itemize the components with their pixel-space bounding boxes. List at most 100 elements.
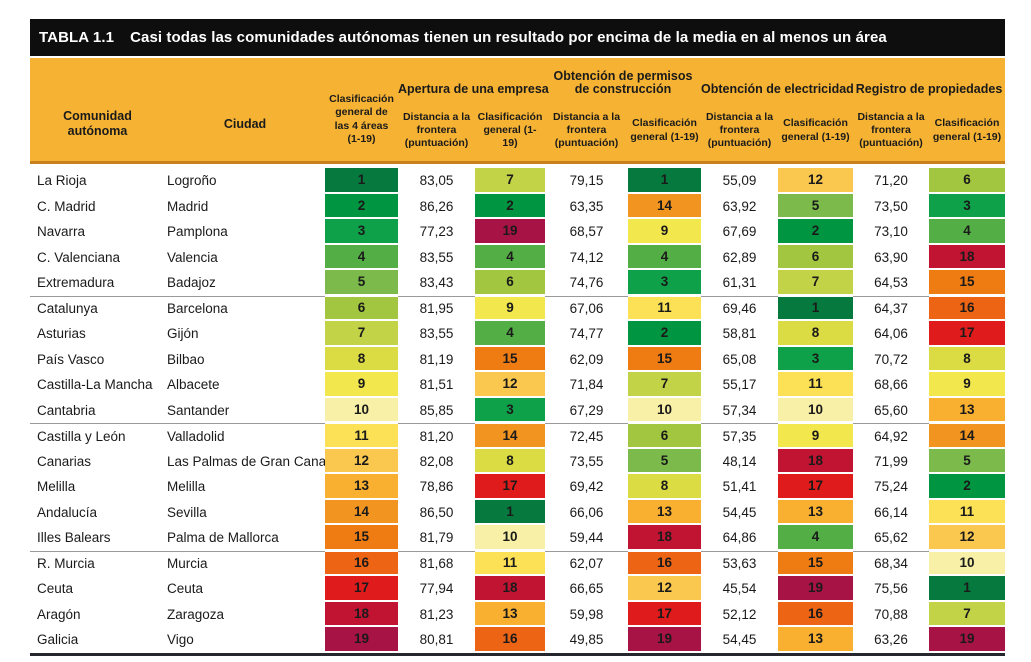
dtf-cell-registro: 64,53 xyxy=(874,275,908,291)
rank-cell-registro: 9 xyxy=(929,372,1005,398)
overall-rank-cell: 18 xyxy=(325,601,398,627)
rank-cell-apertura: 16 xyxy=(475,627,545,653)
subheader-distancia-apertura: Distancia a la frontera (puntuación) xyxy=(402,110,471,150)
city-cell: Zaragoza xyxy=(167,606,225,622)
rank-cell-electricidad: 6 xyxy=(778,244,853,270)
table-row: Canarias Las Palmas de Gran Canaria 12 82,0… xyxy=(30,448,1005,474)
table-row: C. Valenciana Valencia 4 83,55 4 74,12 4 62,89 6… xyxy=(30,244,1005,270)
table-header: Comunidad autónoma Ciudad Clasificación … xyxy=(30,58,1005,164)
dtf-cell-permisos: 59,44 xyxy=(569,530,604,546)
city-cell: Las Palmas de Gran Canaria xyxy=(167,453,325,469)
table-row: País Vasco Bilbao 8 81,19 15 62,09 15 65,08 3 70,… xyxy=(30,346,1005,372)
dtf-cell-apertura: 77,94 xyxy=(419,581,454,597)
table-row: Navarra Pamplona 3 77,23 19 68,57 9 67,69 2 73,10… xyxy=(30,219,1005,245)
rank-cell-registro: 17 xyxy=(929,321,1005,347)
dtf-cell-apertura: 77,23 xyxy=(419,224,454,240)
dtf-cell-registro: 68,34 xyxy=(853,550,929,577)
dtf-cell-permisos: 63,35 xyxy=(569,198,604,214)
group-header-registro-propiedades: Registro de propiedades xyxy=(855,82,1003,97)
overall-rank-cell: 10 xyxy=(325,397,398,423)
overall-rank-cell: 11 xyxy=(325,423,398,449)
rank-cell-permisos: 19 xyxy=(628,627,701,653)
dtf-cell-electricidad: 65,08 xyxy=(722,351,757,367)
dtf-cell-registro: 64,92 xyxy=(853,423,929,449)
city-cell: Pamplona xyxy=(167,224,228,240)
dtf-cell-electricidad: 63,92 xyxy=(722,198,757,214)
col-header-comunidad: Comunidad autónoma xyxy=(63,109,132,138)
table-number: TABLA 1.1 xyxy=(39,29,115,46)
rank-cell-permisos: 12 xyxy=(628,576,701,602)
table-row: R. Murcia Murcia 16 81,68 11 62,07 16 53,63 15 68… xyxy=(30,550,1005,577)
dtf-cell-permisos: 49,85 xyxy=(569,632,604,648)
rank-cell-electricidad: 2 xyxy=(778,219,853,245)
rank-cell-electricidad: 18 xyxy=(778,448,853,474)
dtf-cell-apertura: 81,95 xyxy=(398,295,475,322)
rank-cell-apertura: 12 xyxy=(475,372,545,398)
community-cell: Galicia xyxy=(37,632,79,648)
rank-cell-registro: 4 xyxy=(929,219,1005,245)
dtf-cell-apertura: 80,81 xyxy=(419,632,454,648)
dtf-cell-permisos: 66,65 xyxy=(569,581,604,597)
rank-cell-registro: 8 xyxy=(929,346,1005,372)
rank-cell-registro: 15 xyxy=(929,270,1005,296)
community-cell: Asturias xyxy=(37,326,86,342)
dtf-cell-electricidad: 55,17 xyxy=(722,377,757,393)
dtf-cell-registro: 73,10 xyxy=(874,224,908,240)
dtf-cell-apertura: 83,55 xyxy=(419,249,454,265)
rank-cell-registro: 14 xyxy=(929,423,1005,449)
dtf-cell-apertura: 81,23 xyxy=(419,606,454,622)
dtf-cell-permisos: 74,12 xyxy=(569,249,604,265)
city-cell: Ceuta xyxy=(167,581,204,597)
rank-cell-registro: 12 xyxy=(929,525,1005,551)
dtf-cell-permisos: 73,55 xyxy=(569,453,604,469)
dtf-cell-registro: 75,24 xyxy=(874,479,908,495)
city-cell: Murcia xyxy=(165,550,325,577)
rank-cell-apertura: 3 xyxy=(475,397,545,423)
overall-rank-cell: 13 xyxy=(325,474,398,500)
dtf-cell-apertura: 78,86 xyxy=(419,479,454,495)
dtf-cell-apertura: 86,26 xyxy=(419,198,454,214)
dtf-cell-permisos: 67,29 xyxy=(569,402,604,418)
community-cell: R. Murcia xyxy=(30,550,165,577)
rank-cell-apertura: 8 xyxy=(475,448,545,474)
city-cell: Sevilla xyxy=(167,504,207,520)
rank-cell-apertura: 15 xyxy=(475,346,545,372)
dtf-cell-electricidad: 61,31 xyxy=(722,275,757,291)
rank-cell-apertura: 9 xyxy=(475,295,545,321)
dtf-cell-registro: 64,06 xyxy=(874,326,908,342)
rank-cell-electricidad: 11 xyxy=(778,372,853,398)
rank-cell-apertura: 13 xyxy=(475,601,545,627)
city-cell: Gijón xyxy=(167,326,199,342)
group-header-electricidad: Obtención de electricidad xyxy=(701,82,854,97)
dtf-cell-permisos: 62,09 xyxy=(569,351,604,367)
rank-cell-electricidad: 10 xyxy=(778,397,853,423)
rank-cell-registro: 6 xyxy=(929,168,1005,194)
community-cell: La Rioja xyxy=(37,173,87,189)
overall-rank-cell: 15 xyxy=(325,525,398,551)
dtf-cell-registro: 63,90 xyxy=(874,249,908,265)
community-cell: Illes Balears xyxy=(37,530,111,546)
rank-cell-permisos: 16 xyxy=(628,550,701,576)
table-body: La Rioja Logroño 1 83,05 7 79,15 1 55,09 12 71,20… xyxy=(30,168,1005,656)
group-header-apertura-empresa: Apertura de una empresa xyxy=(398,82,549,97)
table-row: Catalunya Barcelona 6 81,95 9 67,06 11 69,46 1 64… xyxy=(30,295,1005,322)
dtf-cell-apertura: 81,68 xyxy=(398,550,475,577)
rank-cell-permisos: 14 xyxy=(628,193,701,219)
dtf-cell-electricidad: 48,14 xyxy=(722,453,757,469)
city-cell: Logroño xyxy=(167,173,217,189)
dtf-cell-electricidad: 55,09 xyxy=(722,173,757,189)
rank-cell-apertura: 18 xyxy=(475,576,545,602)
rank-cell-apertura: 6 xyxy=(475,270,545,296)
col-header-clasificacion-general: Clasificación general de las 4 áreas (1-… xyxy=(329,93,394,145)
city-cell: Barcelona xyxy=(165,295,325,322)
rank-cell-permisos: 6 xyxy=(628,423,701,449)
dtf-cell-apertura: 81,20 xyxy=(398,423,475,449)
dtf-cell-electricidad: 53,63 xyxy=(701,550,778,577)
dtf-cell-apertura: 82,08 xyxy=(419,453,454,469)
overall-rank-cell: 12 xyxy=(325,448,398,474)
community-cell: C. Valenciana xyxy=(37,249,121,265)
city-cell: Santander xyxy=(167,402,230,418)
community-cell: Andalucía xyxy=(37,504,98,520)
rank-cell-registro: 7 xyxy=(929,601,1005,627)
